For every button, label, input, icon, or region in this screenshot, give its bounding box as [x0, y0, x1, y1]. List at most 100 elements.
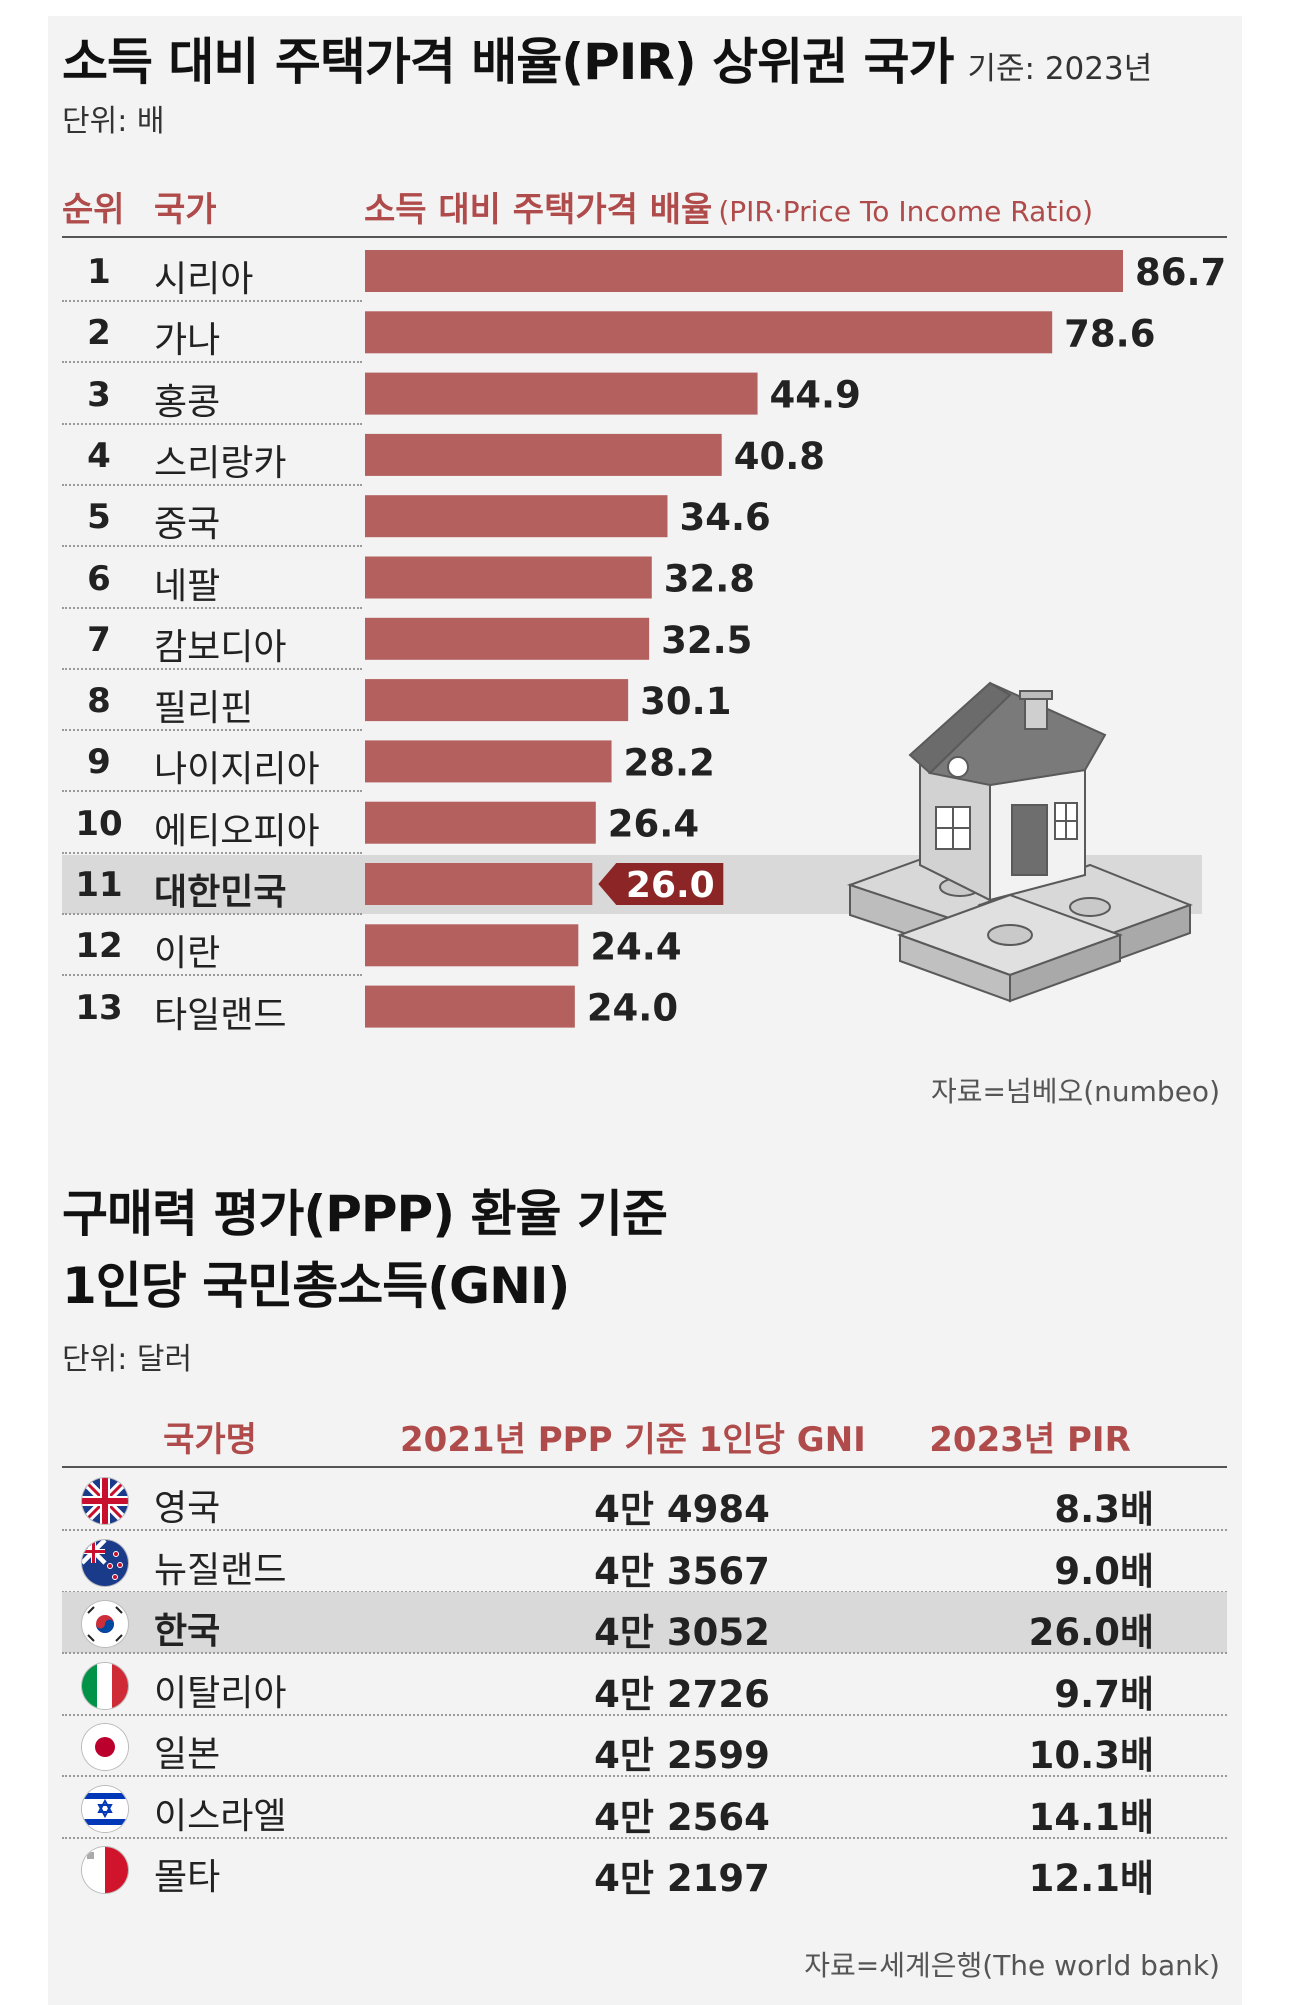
header-country: 국가	[154, 190, 217, 230]
category-label: 대한민국	[154, 872, 287, 913]
bar-3	[365, 372, 758, 415]
uk-flag-icon	[82, 1478, 128, 1524]
table-header-divider	[62, 1466, 1227, 1468]
rank-label: 11	[75, 865, 123, 905]
category-label: 네팔	[154, 565, 221, 607]
malta-flag-icon	[82, 1847, 128, 1893]
value-label: 40.8	[734, 435, 825, 478]
bar-11	[365, 863, 593, 905]
gni-value: 4만 2726	[594, 1672, 770, 1716]
value-label: 44.9	[770, 374, 861, 417]
korea-flag-icon	[82, 1601, 128, 1647]
category-label: 중국	[154, 504, 221, 546]
gni-value: 4만 2564	[594, 1795, 770, 1839]
category-label: 스리랑카	[154, 442, 287, 484]
italy-flag-icon	[82, 1662, 128, 1709]
value-label: 86.7	[1135, 251, 1226, 294]
table-row: 이탈리아 4만 2726 9.7배	[62, 1654, 1227, 1716]
value-label: 78.6	[1064, 312, 1155, 355]
bar-4	[365, 433, 722, 476]
rank-label: 7	[87, 619, 111, 660]
rank-label: 12	[75, 926, 123, 967]
country-name: 영국	[154, 1488, 221, 1529]
row-separator	[62, 1652, 1227, 1654]
value-label: 24.4	[590, 925, 681, 968]
rank-label: 1	[87, 252, 111, 292]
rank-label: 6	[87, 558, 111, 599]
header-metric: 소득 대비 주택가격 배율 (PIR·Price To Income Ratio)	[364, 190, 1094, 230]
category-label: 나이지리아	[154, 749, 320, 791]
pir-value: 10.3배	[1028, 1734, 1154, 1777]
table-row: 이스라엘 4만 2564 14.1배	[62, 1777, 1227, 1839]
row-separator	[62, 300, 362, 302]
bar-12	[365, 924, 579, 967]
bar-8	[365, 679, 629, 722]
gni-value: 4만 2599	[594, 1734, 770, 1777]
pir-value: 9.7배	[1054, 1672, 1154, 1716]
israel-flag-icon	[82, 1785, 128, 1832]
bar-5	[365, 495, 668, 538]
gni-value: 4만 3567	[594, 1549, 770, 1593]
rank-label: 9	[87, 742, 111, 783]
category-label: 필리핀	[154, 688, 254, 730]
row-separator	[62, 361, 362, 364]
header-divider	[62, 236, 1227, 238]
row-separator	[62, 483, 362, 486]
col-header-gni: 2021년 PPP 기준 1인당 GNI	[400, 1420, 866, 1460]
pir-value: 8.3배	[1054, 1488, 1154, 1531]
category-label: 시리아	[154, 259, 254, 300]
source-world-bank: 자료=세계은행(The world bank)	[804, 1949, 1220, 1982]
gni-value: 4만 2197	[594, 1857, 770, 1900]
row-separator	[62, 913, 362, 915]
col-header-country: 국가명	[163, 1420, 257, 1460]
japan-flag-icon	[82, 1724, 128, 1770]
row-separator	[62, 667, 362, 670]
unit-label: 단위: 배	[62, 104, 165, 139]
row-separator	[62, 1713, 1227, 1716]
row-separator	[62, 1590, 1227, 1593]
basis-year: 기준: 2023년	[967, 51, 1153, 87]
value-label: 24.0	[587, 987, 678, 1030]
table-row: 영국 4만 4984 8.3배	[62, 1469, 1227, 1531]
source-numbeo: 자료=넘베오(numbeo)	[930, 1075, 1220, 1108]
table-row: 한국 4만 3052 26.0배	[62, 1592, 1227, 1654]
table-row: 일본 4만 2599 10.3배	[62, 1715, 1227, 1777]
value-label: 26.4	[608, 803, 699, 846]
header-rank: 순위	[62, 190, 125, 230]
country-name: 한국	[154, 1611, 221, 1652]
rank-label: 4	[87, 435, 111, 476]
country-name: 이스라엘	[154, 1795, 287, 1837]
bar-10	[365, 801, 596, 844]
bar-13	[365, 985, 575, 1028]
row-separator	[62, 1775, 1227, 1777]
row-separator	[62, 974, 362, 977]
value-label: 30.1	[640, 680, 731, 723]
chart-title: 소득 대비 주택가격 배율(PIR) 상위권 국가 기준: 2023년	[62, 33, 1153, 91]
value-label: 32.5	[661, 619, 752, 662]
table-row: 몰타 4만 2197 12.1배	[62, 1838, 1227, 1900]
bar-chart: 86.7 78.6 44.9 40.8 34.6 32.8 32.5 30.1 28.2 26.4…	[365, 250, 1226, 1030]
highlight-value-badge	[598, 863, 724, 905]
new-zealand-flag-icon	[82, 1539, 128, 1586]
pir-value: 14.1배	[1028, 1795, 1154, 1839]
row-separator	[62, 1836, 1227, 1839]
value-label: 34.6	[680, 496, 771, 539]
house-on-money-illustration	[846, 681, 1193, 1003]
category-label: 타일랜드	[154, 994, 287, 1036]
category-label: 캄보디아	[154, 626, 287, 668]
rank-label: 8	[87, 681, 111, 722]
value-label: 32.8	[664, 558, 755, 601]
country-name: 뉴질랜드	[154, 1549, 287, 1591]
table-row: 뉴질랜드 4만 3567 9.0배	[62, 1531, 1227, 1593]
row-separator	[62, 606, 362, 609]
value-label: 28.2	[624, 741, 715, 784]
bar-6	[365, 556, 652, 599]
gni-value: 4만 4984	[594, 1488, 770, 1531]
col-header-pir: 2023년 PIR	[929, 1420, 1131, 1460]
pir-value: 9.0배	[1054, 1549, 1154, 1593]
rank-label: 2	[87, 313, 111, 354]
row-separator	[62, 729, 362, 732]
category-label: 이란	[154, 933, 221, 975]
country-name: 이탈리아	[154, 1672, 287, 1714]
gni-value: 4만 3052	[594, 1611, 770, 1654]
